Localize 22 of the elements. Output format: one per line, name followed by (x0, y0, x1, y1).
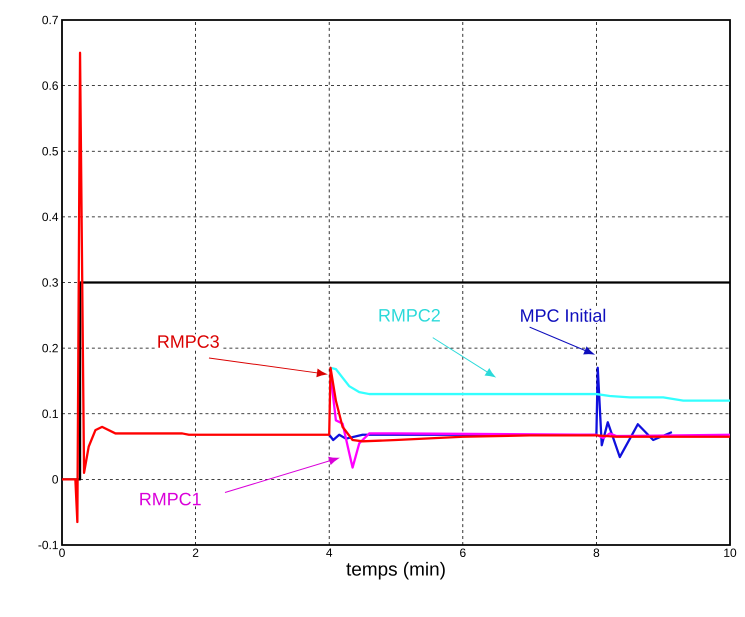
x-axis-title: temps (min) (346, 562, 445, 580)
line-series (329, 366, 730, 402)
y-tick-label: -0.1 (38, 540, 58, 550)
x-tick-label: 2 (192, 548, 198, 557)
text: RMPC3 (158, 335, 219, 348)
y-tick-label: 0 (52, 475, 58, 484)
y-tick-label: 0.3 (42, 278, 58, 287)
x-tick-label: 6 (460, 548, 466, 557)
text: MPC Initial (521, 308, 606, 322)
x-tick-label: 4 (326, 548, 332, 557)
y-tick-label: 0.4 (42, 212, 58, 222)
text: RMPC2 (379, 308, 440, 322)
x-tick-label: 0 (59, 548, 65, 557)
y-tick-label: 0.5 (42, 147, 58, 156)
x-tick-label: 8 (594, 548, 600, 557)
y-tick-label: 0.2 (42, 344, 58, 352)
y-tick-label: 0.1 (42, 410, 58, 418)
y-tick-label: 0.6 (42, 81, 58, 90)
text: RMPC1 (140, 492, 201, 506)
x-tick-label: 10 (724, 548, 736, 557)
y-tick-label: 0.7 (42, 16, 58, 24)
line-series (62, 52, 730, 524)
